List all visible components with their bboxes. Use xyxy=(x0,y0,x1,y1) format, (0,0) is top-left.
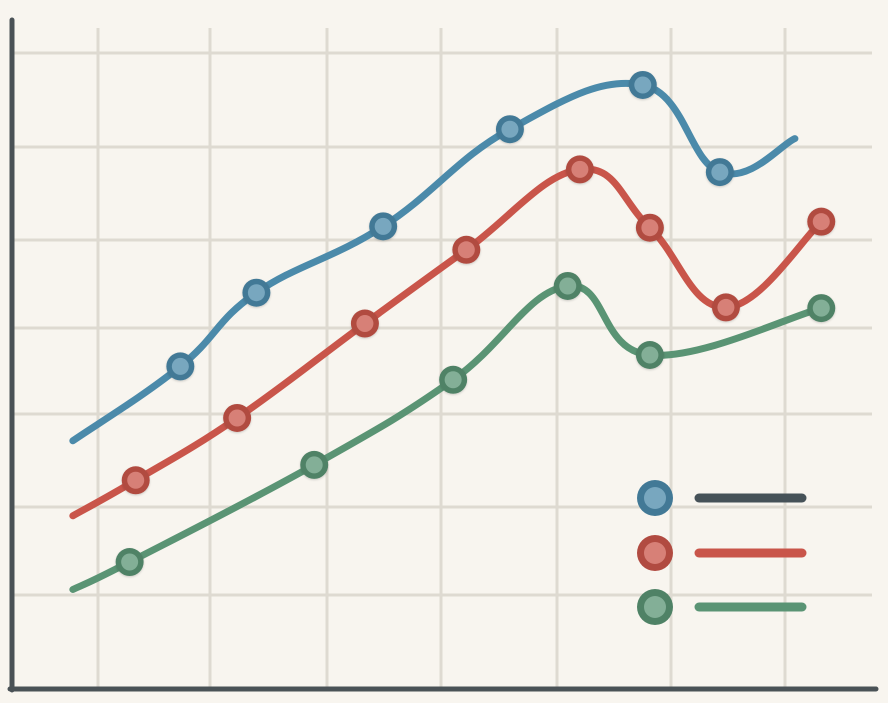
data-point-inner-red xyxy=(813,213,830,230)
series-red xyxy=(73,155,835,515)
grid xyxy=(14,28,872,688)
series-line-red xyxy=(73,169,821,516)
data-point-blue xyxy=(706,158,734,186)
data-point-inner-blue xyxy=(248,284,265,301)
data-point-inner-red xyxy=(127,472,144,489)
data-point-inner-blue xyxy=(501,121,518,138)
data-point-red xyxy=(807,208,835,236)
data-point-red xyxy=(712,293,740,321)
data-point-blue xyxy=(166,352,194,380)
data-point-inner-blue xyxy=(634,76,651,93)
legend xyxy=(637,480,802,625)
data-point-inner-green xyxy=(559,277,576,294)
data-point-blue xyxy=(496,115,524,143)
legend-marker-inner-red xyxy=(644,542,666,564)
data-point-inner-red xyxy=(229,409,246,426)
data-point-inner-red xyxy=(641,219,658,236)
data-point-inner-green xyxy=(306,456,323,473)
data-point-inner-red xyxy=(571,161,588,178)
data-point-red xyxy=(223,404,251,432)
legend-marker-inner-green xyxy=(644,596,666,618)
data-point-inner-green xyxy=(813,300,830,317)
series-group xyxy=(73,71,835,590)
series-line-blue xyxy=(73,83,795,441)
data-point-green xyxy=(439,366,467,394)
data-point-inner-red xyxy=(717,299,734,316)
data-point-inner-blue xyxy=(375,218,392,235)
data-point-blue xyxy=(369,212,397,240)
data-point-green xyxy=(807,294,835,322)
data-point-blue xyxy=(242,279,270,307)
series-blue xyxy=(73,71,795,441)
data-point-inner-red xyxy=(458,241,475,258)
data-point-inner-blue xyxy=(711,164,728,181)
series-line-green xyxy=(73,286,821,590)
legend-entry-blue xyxy=(637,480,802,516)
data-point-green xyxy=(300,451,328,479)
data-point-inner-green xyxy=(445,371,462,388)
legend-marker-inner-blue xyxy=(644,487,666,509)
data-point-inner-green xyxy=(121,554,138,571)
data-point-green xyxy=(116,548,144,576)
data-point-inner-green xyxy=(641,347,658,364)
data-point-green xyxy=(636,341,664,369)
data-point-blue xyxy=(629,71,657,99)
data-point-red xyxy=(452,236,480,264)
legend-entry-red xyxy=(637,535,802,571)
data-point-red xyxy=(636,214,664,242)
data-point-red xyxy=(122,466,150,494)
data-point-red xyxy=(566,155,594,183)
data-point-inner-blue xyxy=(172,358,189,375)
axes xyxy=(10,20,876,690)
data-point-inner-red xyxy=(356,315,373,332)
data-point-red xyxy=(351,310,379,338)
data-point-green xyxy=(554,272,582,300)
